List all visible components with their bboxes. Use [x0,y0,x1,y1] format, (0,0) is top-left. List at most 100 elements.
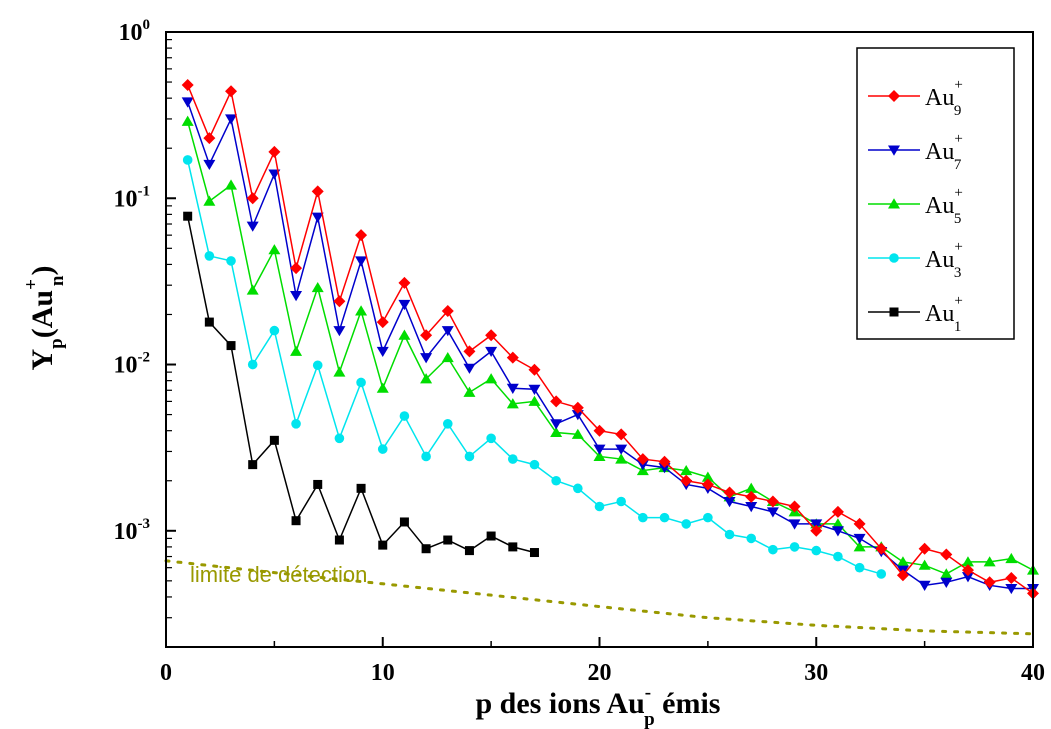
data-point [888,198,900,209]
data-point [550,419,563,430]
x-tick-label: 40 [1021,660,1045,686]
series-au1 [183,211,539,558]
data-point [398,276,411,289]
data-point [680,474,693,487]
x-axis-label: p des ions Au-p émis [476,682,721,729]
data-point [896,569,909,582]
data-point [290,345,303,356]
data-point [854,562,865,573]
data-point [528,384,541,395]
data-point [485,329,498,342]
data-point [658,455,671,468]
data-point [766,507,779,518]
data-point [636,453,649,466]
data-point [811,545,822,556]
legend-label: Au+ 9 [925,77,963,119]
data-point [269,325,280,336]
data-point [506,351,519,364]
data-point [486,531,496,541]
data-point [638,512,648,523]
data-point [290,291,303,302]
data-point [441,326,454,337]
data-point [918,542,931,555]
data-point [918,559,931,570]
detection-limit-layer [164,559,1035,636]
data-point [398,299,411,311]
data-point [334,433,345,444]
data-point [983,556,996,567]
series-line [186,84,1034,595]
data-point [889,253,899,263]
data-point [810,519,823,530]
y-tick-label: 10-2 [114,350,151,379]
data-point [508,454,518,464]
x-tick-label: 10 [371,660,395,686]
data-point [181,115,194,126]
data-point [443,535,453,545]
data-point [723,486,736,499]
data-point [615,428,628,441]
data-point [333,295,346,308]
data-point [376,346,389,358]
data-point [658,463,671,474]
legend-label: Au+ 1 [925,293,963,335]
data-point [506,398,519,409]
data-point [766,495,779,508]
axis-labels: p des ions Au-p émis Yp(Au+ n) [21,266,720,729]
data-point [246,192,259,205]
data-point [485,373,498,384]
legend-item-au3: Au+ 3 [868,239,963,281]
data-point [888,145,900,156]
data-point [420,353,433,364]
series-layer [181,78,1039,600]
data-point [486,433,496,444]
data-point [463,386,476,397]
data-point [376,382,389,393]
data-point [593,444,606,455]
data-point [831,526,844,537]
data-point [204,317,214,327]
data-point [441,304,454,317]
data-point [681,519,691,529]
data-point [377,444,388,454]
data-point [571,428,584,439]
data-point [961,564,974,577]
data-point [311,185,324,198]
data-point [311,281,324,293]
data-point [226,256,236,266]
data-point [573,483,583,494]
data-point [181,97,194,108]
legend-label: Au+ 5 [925,185,963,227]
data-point [571,410,584,421]
data-point [248,460,258,470]
data-point [888,90,900,102]
data-point [810,524,823,537]
data-point [247,359,258,370]
y-tick-label: 10-1 [114,183,151,212]
data-point [421,544,431,554]
data-point [246,284,259,295]
data-point [940,548,953,561]
series-line [186,121,1034,575]
data-point [399,517,409,527]
data-point [204,251,215,261]
data-point [225,85,238,98]
data-point [636,460,649,471]
data-point [831,518,844,529]
data-point [615,453,628,464]
data-point [226,341,236,351]
data-point [183,211,193,221]
data-point [853,541,866,552]
data-point [853,533,866,545]
data-point [550,395,563,408]
data-point [333,366,346,377]
data-point [593,450,606,461]
legend-label: Au+ 3 [925,239,963,281]
data-point [940,568,953,579]
data-point [615,444,628,455]
data-point [745,490,758,503]
data-point [291,516,301,526]
data-point [889,307,899,317]
x-tick-label: 20 [588,660,612,686]
